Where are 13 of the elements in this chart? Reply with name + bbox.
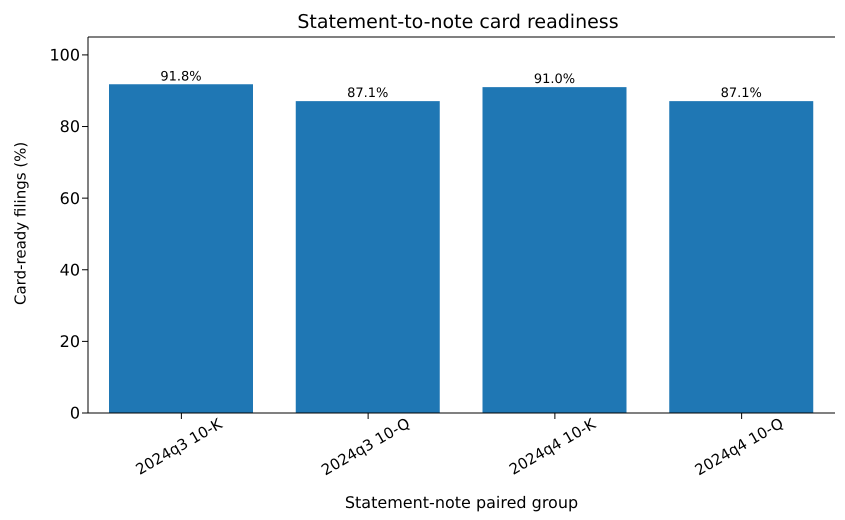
y-tick-label: 60 xyxy=(60,188,80,208)
y-tick-label: 0 xyxy=(70,404,80,423)
data-label: 87.1% xyxy=(347,86,388,102)
y-tick-label: 20 xyxy=(60,332,80,352)
data-label: 91.8% xyxy=(160,69,202,84)
data-label: 91.0% xyxy=(534,72,576,88)
data-label: 87.1% xyxy=(720,86,762,102)
y-tick-label: 80 xyxy=(60,117,80,136)
x-axis-title: Statement-note paired group xyxy=(344,493,578,512)
y-tick-label: 40 xyxy=(60,260,80,280)
chart-title: Statement-to-note card readiness xyxy=(297,11,619,33)
y-axis-title: Card-ready filings (%) xyxy=(11,142,30,305)
y-tick-label: 100 xyxy=(49,46,80,65)
